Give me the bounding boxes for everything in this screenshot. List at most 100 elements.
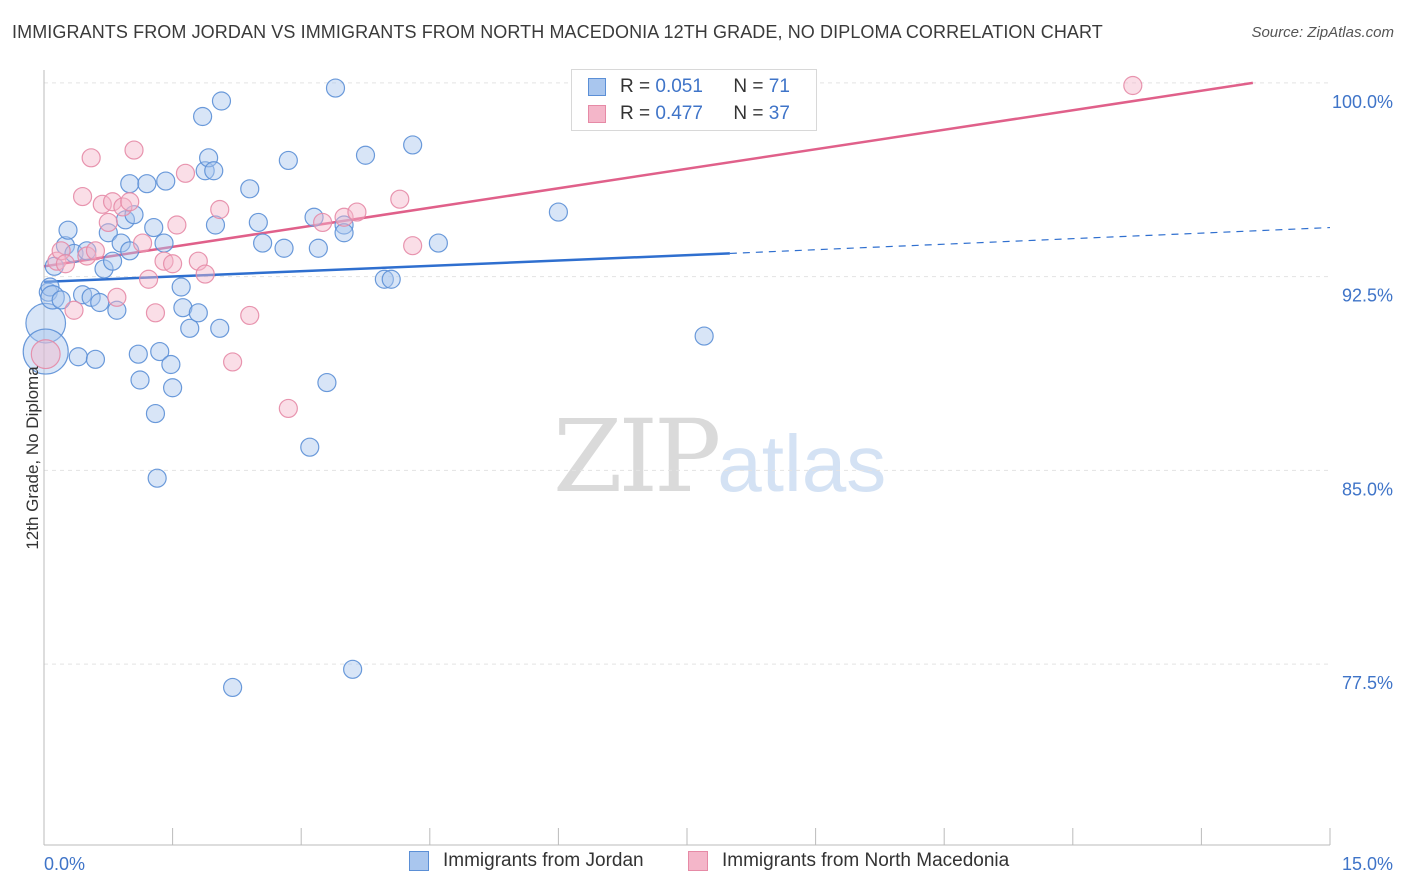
data-point-jordan xyxy=(171,277,191,297)
data-point-north-macedonia xyxy=(55,254,76,274)
data-point-jordan xyxy=(150,341,170,362)
data-point-jordan xyxy=(317,372,337,393)
data-point-jordan xyxy=(211,91,232,111)
data-point-jordan xyxy=(403,135,423,155)
data-point-jordan xyxy=(428,233,448,253)
legend-r-label: R = xyxy=(620,103,651,124)
source-credit: Source: ZipAtlas.com xyxy=(1251,24,1394,41)
legend-n-value-jordan: 71 xyxy=(768,76,790,97)
axes xyxy=(43,70,1331,846)
data-point-jordan xyxy=(278,150,298,171)
y-tick-label: 92.5% xyxy=(1342,286,1393,306)
data-point-north-macedonia xyxy=(390,189,410,209)
data-point-north-macedonia xyxy=(72,186,93,207)
y-tick-label: 77.5% xyxy=(1342,673,1393,693)
data-point-jordan xyxy=(355,145,376,165)
watermark: ZIPatlas xyxy=(553,398,886,515)
data-point-jordan xyxy=(90,292,110,313)
legend-n-value-north-macedonia: 37 xyxy=(768,103,790,124)
watermark-atlas: atlas xyxy=(717,419,887,508)
data-point-jordan xyxy=(334,215,354,235)
data-point-jordan xyxy=(274,238,294,258)
trend-line-jordan-extension xyxy=(729,226,1331,255)
bottom-legend-swatch-north-macedonia xyxy=(688,851,708,871)
data-point-north-macedonia xyxy=(210,199,230,220)
data-point-north-macedonia xyxy=(278,398,298,419)
data-point-north-macedonia xyxy=(107,287,127,307)
bottom-legend-north-macedonia: Immigrants from North Macedonia xyxy=(688,850,1009,872)
x-tick-label-min: 0.0% xyxy=(44,854,85,874)
trend-line-jordan xyxy=(43,252,730,284)
legend-n-label: N = xyxy=(733,103,764,124)
data-point-jordan xyxy=(308,238,328,258)
data-point-north-macedonia xyxy=(313,212,333,233)
data-point-north-macedonia xyxy=(1123,75,1143,96)
data-point-jordan xyxy=(120,174,140,194)
data-point-north-macedonia xyxy=(175,163,196,183)
data-point-jordan xyxy=(205,215,226,235)
legend-swatch-north-macedonia xyxy=(588,105,606,123)
data-point-north-macedonia xyxy=(30,339,61,370)
data-point-north-macedonia xyxy=(347,202,367,222)
data-point-north-macedonia xyxy=(223,352,243,372)
data-point-jordan xyxy=(300,437,320,457)
data-point-jordan xyxy=(210,318,230,338)
data-point-jordan xyxy=(325,78,346,98)
data-point-jordan xyxy=(25,302,67,344)
x-tick-labels: 0.0% 15.0% xyxy=(44,854,1393,874)
data-point-jordan xyxy=(180,318,200,338)
data-point-jordan xyxy=(147,468,167,488)
legend-n-label: N = xyxy=(733,76,764,97)
data-point-jordan xyxy=(154,233,174,253)
data-point-jordan xyxy=(130,370,150,390)
x-tick-label-max: 15.0% xyxy=(1342,854,1393,874)
legend-row-north-macedonia: R = 0.477 N = 37 xyxy=(588,102,790,126)
bottom-legend-label-jordan: Immigrants from Jordan xyxy=(443,850,644,871)
correlation-legend: R = 0.051 N = 71 R = 0.477 N = 37 xyxy=(571,69,817,131)
data-point-jordan xyxy=(334,223,354,243)
data-point-jordan xyxy=(163,378,183,398)
data-point-north-macedonia xyxy=(102,192,123,212)
data-point-jordan xyxy=(58,220,78,240)
data-point-jordan xyxy=(145,403,166,424)
chart-title: IMMIGRANTS FROM JORDAN VS IMMIGRANTS FRO… xyxy=(12,22,1103,42)
legend-r-value-north-macedonia: 0.477 xyxy=(655,103,703,124)
data-point-jordan xyxy=(137,174,157,194)
data-point-jordan xyxy=(85,349,106,369)
data-point-jordan xyxy=(223,677,243,698)
legend-swatch-jordan xyxy=(588,78,606,96)
data-point-jordan xyxy=(144,217,164,238)
data-point-north-macedonia xyxy=(120,192,140,212)
data-point-jordan xyxy=(68,347,88,367)
data-point-north-macedonia xyxy=(85,241,106,261)
data-point-north-macedonia xyxy=(81,148,101,168)
data-point-jordan xyxy=(193,106,213,127)
bottom-legend-swatch-jordan xyxy=(409,851,429,871)
data-point-jordan xyxy=(173,298,193,318)
series-north-macedonia-points xyxy=(30,75,1143,419)
data-point-north-macedonia xyxy=(138,269,159,289)
data-point-jordan xyxy=(161,354,181,375)
bottom-legend-label-north-macedonia: Immigrants from North Macedonia xyxy=(722,850,1010,871)
data-point-north-macedonia xyxy=(334,207,354,227)
data-point-north-macedonia xyxy=(98,212,118,233)
data-point-jordan xyxy=(156,171,176,191)
data-point-jordan xyxy=(102,251,123,271)
data-point-jordan xyxy=(128,344,148,364)
data-point-north-macedonia xyxy=(64,300,84,320)
data-point-north-macedonia xyxy=(132,233,153,253)
data-point-jordan xyxy=(188,303,208,323)
data-point-jordan xyxy=(51,290,71,310)
data-point-north-macedonia xyxy=(240,305,260,326)
data-point-jordan xyxy=(253,233,273,253)
data-point-north-macedonia xyxy=(124,140,144,160)
data-point-jordan xyxy=(343,659,363,679)
data-point-north-macedonia xyxy=(195,264,215,284)
data-point-jordan xyxy=(548,202,569,222)
data-point-jordan xyxy=(374,269,394,289)
legend-r-value-jordan: 0.051 xyxy=(655,76,703,97)
data-point-jordan xyxy=(204,161,224,181)
data-point-jordan xyxy=(381,269,401,289)
legend-r-label: R = xyxy=(620,76,651,97)
